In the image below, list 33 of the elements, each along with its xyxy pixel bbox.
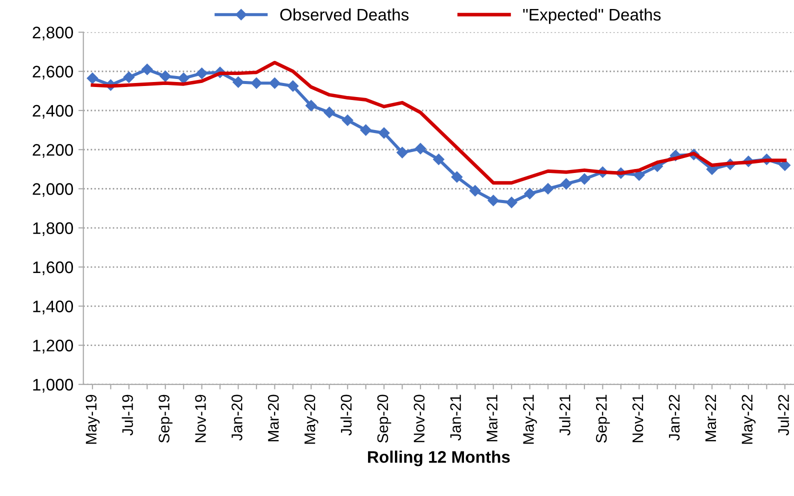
x-tick-label: Nov-19 [195, 394, 206, 442]
x-tick-label: Jan-20 [232, 394, 242, 441]
x-tick-label: Sep-19 [158, 394, 172, 443]
y-tick-label: 2,400 [32, 104, 73, 119]
y-tick-label: 2,200 [32, 144, 73, 158]
x-tick-label: Jul-20 [340, 394, 352, 436]
y-tick-label: 1,000 [33, 378, 73, 393]
x-tick-label: Nov-21 [632, 394, 644, 442]
legend-label: Observed Deaths [280, 8, 409, 21]
x-tick-label: May-20 [304, 394, 318, 444]
x-tick-label: Jul-21 [559, 394, 570, 436]
x-tick-label: Sep-21 [596, 394, 610, 443]
x-tick-label: Jan-21 [450, 394, 462, 441]
x-tick-label: Mar-21 [486, 394, 498, 442]
x-tick-label: Nov-20 [414, 394, 425, 442]
x-tick-label: Mar-20 [268, 394, 279, 442]
y-tick-label: 1,800 [33, 222, 73, 236]
x-tick-label: Mar-22 [705, 394, 716, 442]
y-tick-label: 1,400 [33, 300, 73, 314]
y-tick-label: 2,000 [32, 183, 73, 197]
x-tick-label: Jul-19 [122, 394, 134, 436]
y-tick-label: 2,600 [32, 66, 73, 80]
y-tick-label: 1,200 [33, 340, 73, 354]
y-tick-label: 1,600 [33, 261, 73, 276]
x-tick-label: Jul-22 [778, 394, 789, 436]
x-tick-label: May-22 [742, 394, 756, 444]
x-tick-label: May-19 [86, 394, 100, 444]
x-tick-label: Sep-20 [377, 394, 392, 443]
x-axis-title: Rolling 12 Months [368, 450, 510, 466]
y-tick-label: 2,800 [32, 26, 73, 40]
x-tick-label: Jan-22 [668, 394, 680, 441]
legend-label: "Expected" Deaths [523, 8, 661, 24]
x-tick-label: May-21 [523, 394, 537, 444]
